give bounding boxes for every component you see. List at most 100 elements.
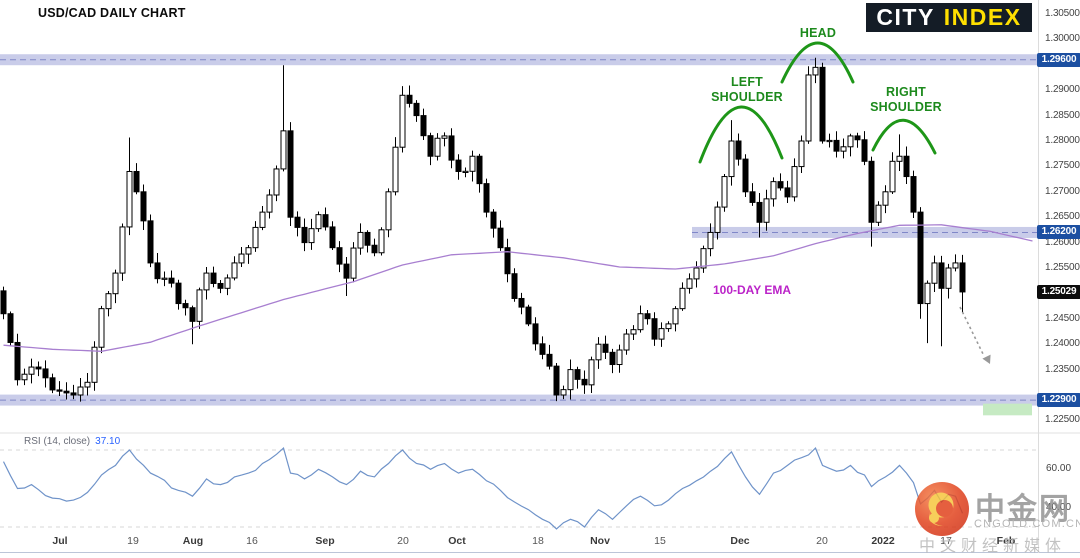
candle [329,221,336,250]
candle [567,359,574,400]
rsi-value: 37.10 [95,436,121,447]
candle [882,185,889,214]
candle [693,261,700,288]
price-axis-tick: 1.26000 [1045,236,1080,248]
price-axis-tick: 1.29000 [1045,84,1080,96]
time-axis-tick: Aug [182,535,204,547]
candle [826,133,833,148]
candle [0,286,7,320]
candle [637,305,644,333]
price-axis-tick: 1.25500 [1045,262,1080,273]
time-axis-tick: 18 [532,535,544,547]
candle [497,220,504,251]
candle [791,158,798,202]
logo-text-index: INDEX [943,4,1022,30]
candle [231,256,238,281]
candle [609,348,616,374]
rsi-name: RSI (14, close) [24,436,91,447]
price-axis-tick: 1.27500 [1045,160,1080,172]
candle [861,131,868,166]
candle [98,305,105,354]
price-level-badge: 1.26200 [1037,225,1080,240]
candle [679,282,686,311]
candle [56,381,63,397]
price-level-badge: 1.25029 [1037,284,1080,299]
candle [469,150,476,182]
candle [476,153,483,193]
candle [553,363,560,402]
ema-line [3,224,1033,352]
candle [175,279,182,310]
candle [574,366,581,389]
rsi-axis-tick: 40.00 [1046,501,1072,513]
candle [441,132,448,147]
time-axis-tick: Nov [590,535,610,547]
candle [490,209,497,238]
candle [224,274,231,296]
candle [420,108,427,140]
candle [539,336,546,360]
bearish-target-box [983,403,1032,416]
head-and-shoulders-arcs [698,41,937,164]
candle [196,287,203,329]
candle [868,156,875,247]
candle [952,254,959,272]
candle [133,163,140,195]
candle [301,218,308,252]
time-axis-tick: 20 [816,535,828,547]
candle [840,138,847,159]
candle [343,256,350,296]
candle [931,255,938,292]
candle [336,241,343,273]
time-axis-tick: Sep [315,535,335,547]
candle [259,206,266,231]
candle [532,317,539,351]
candle [28,358,35,384]
candle [315,211,322,232]
price-axis-tick: 1.23500 [1045,363,1080,375]
candle [854,132,861,148]
candle [63,382,70,400]
price-level-badge: 1.29600 [1037,52,1080,67]
candle [721,173,728,212]
candle [287,122,294,226]
candle [455,154,462,180]
candle [210,266,217,288]
candle [350,242,357,283]
candle [189,305,196,345]
time-axis-tick: 15 [654,535,666,547]
candle [588,356,595,393]
candle [777,173,784,191]
candle [168,270,175,288]
candle [875,201,882,227]
candle [595,337,602,369]
candle [119,223,126,281]
price-zone [0,394,1037,406]
candle [322,207,329,231]
price-axis-tick: 1.26500 [1045,211,1080,223]
candle [147,214,154,268]
candle [427,132,434,166]
candle [252,221,259,252]
candle [728,120,735,186]
candle [203,267,210,300]
price-axis-tick: 1.22500 [1045,414,1080,426]
candle [560,385,567,400]
candle [518,292,525,315]
candle [161,271,168,287]
candle [84,372,91,396]
candle [546,344,553,370]
candle [812,57,819,84]
price-axis-tick: 1.27000 [1045,185,1080,197]
logo-text-city: CITY [876,4,935,30]
city-index-logo: CITY INDEX [866,3,1032,32]
candle [392,137,399,196]
candle [616,344,623,373]
candle [266,189,273,219]
candle [126,137,133,236]
candle [910,170,917,218]
candle [735,133,742,166]
head-label: HEAD [799,26,837,40]
arrow-head [982,354,991,364]
